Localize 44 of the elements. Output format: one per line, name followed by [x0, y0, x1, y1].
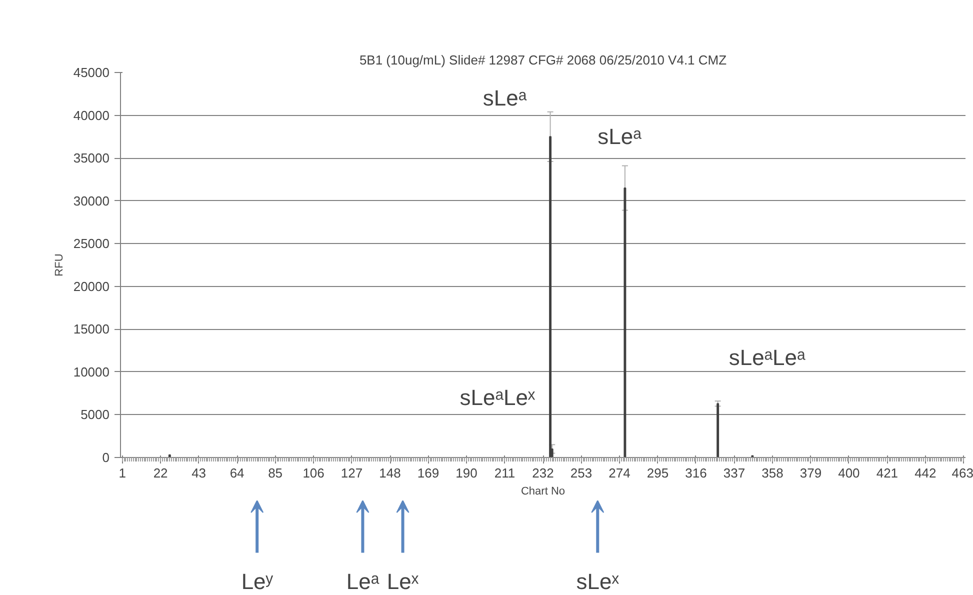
annotation: sLeᵃ: [482, 86, 528, 111]
x-tick-label: 421: [876, 466, 898, 480]
x-tick-label: 274: [608, 466, 630, 480]
x-tick-label: 127: [340, 466, 363, 480]
y-tick-label: 10000: [73, 364, 110, 380]
x-tick-label: 463: [952, 466, 973, 480]
x-tick-label: 148: [379, 466, 401, 480]
x-tick-label: 169: [417, 466, 440, 480]
y-tick-label: 25000: [73, 236, 110, 252]
x-tick-label: 316: [685, 466, 707, 480]
x-tick-label: 232: [532, 466, 554, 480]
y-tick-label: 0: [102, 450, 110, 465]
x-axis-title: Chart No: [520, 486, 566, 498]
y-tick-label: 45000: [73, 65, 110, 80]
x-tick-label: 43: [192, 466, 206, 480]
chart-title: 5B1 (10ug/mL) Slide# 12987 CFG# 2068 06/25/2010 V4.1 CMZ: [359, 52, 727, 68]
annotation: sLeᵃLeˣ: [460, 385, 536, 410]
y-tick-label: 40000: [73, 108, 110, 123]
y-axis-title: RFU: [53, 254, 66, 276]
x-tick-label: 337: [723, 466, 746, 480]
y-tick-label: 20000: [73, 278, 110, 294]
y-tick-label: 35000: [73, 150, 110, 166]
annotation: sLeᵃ: [598, 124, 642, 150]
x-tick-label: 295: [646, 466, 669, 480]
x-tick-label: 106: [302, 466, 324, 480]
y-tick-label: 5000: [80, 407, 110, 422]
x-tick-label: 358: [762, 466, 784, 480]
x-tick-label: 379: [800, 466, 822, 480]
text: Leʸ: [241, 568, 274, 594]
x-tick-label: 22: [153, 466, 168, 480]
x-tick-label: 85: [268, 466, 283, 480]
x-tick-label: 1: [118, 466, 126, 480]
x-tick-label: 64: [230, 466, 244, 480]
x-tick-label: 190: [456, 466, 478, 480]
y-tick-label: 30000: [73, 193, 110, 208]
x-tick-label: 442: [914, 466, 936, 480]
x-tick-label: 253: [570, 466, 592, 480]
x-tick-label: 211: [494, 466, 516, 480]
x-tick-label: 400: [838, 466, 860, 480]
text: sLeˣ: [576, 568, 620, 594]
annotation: sLeᵃLeᵃ: [728, 344, 806, 370]
y-tick-label: 15000: [73, 322, 110, 337]
text: Leᵃ: [346, 568, 380, 594]
text: Leˣ: [386, 568, 420, 594]
